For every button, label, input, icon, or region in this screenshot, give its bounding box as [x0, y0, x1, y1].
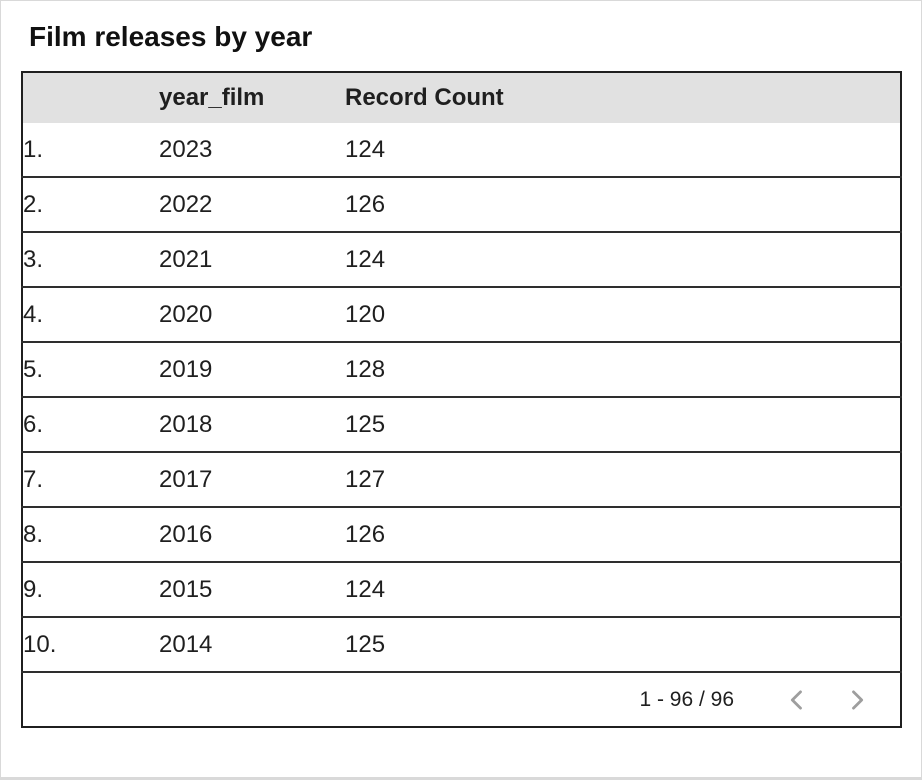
table-row: 6. 2018 125 — [22, 396, 901, 453]
header-row: year_film Record Count — [22, 72, 901, 124]
record-count-cell: 126 — [345, 176, 901, 233]
record-count-cell: 125 — [345, 396, 901, 453]
row-index-cell: 10. — [22, 616, 159, 673]
record-count-cell: 127 — [345, 451, 901, 508]
row-index-cell: 1. — [23, 135, 44, 163]
record-count-cell: 120 — [345, 286, 901, 343]
pagination-row: 1 - 96 / 96 — [22, 671, 901, 728]
table-row: 7. 2017 127 — [22, 451, 901, 508]
record-count-cell: 126 — [345, 506, 901, 563]
year-film-cell: 2023 — [159, 135, 213, 163]
year-film-cell: 2021 — [159, 231, 345, 288]
record-count-cell: 124 — [345, 135, 386, 163]
table-row: 2. 2022 126 — [22, 176, 901, 233]
year-film-cell: 2016 — [159, 506, 345, 563]
page-range-label: 1 - 96 / 96 — [639, 687, 734, 711]
column-header-record-count[interactable]: Record Count — [345, 72, 901, 124]
chevron-left-icon — [783, 686, 811, 714]
record-count-cell: 124 — [345, 561, 901, 618]
row-index-cell: 3. — [22, 231, 159, 288]
next-page-button[interactable] — [836, 679, 878, 721]
table-footer: 1 - 96 / 96 — [22, 671, 901, 728]
row-index-cell: 5. — [22, 341, 159, 398]
data-table: year_film Record Count 1. 2023 124 2. 20… — [21, 71, 902, 729]
table-row: 4. 2020 120 — [22, 286, 901, 343]
record-count-cell: 128 — [345, 341, 901, 398]
year-film-cell: 2020 — [159, 286, 345, 343]
column-header-row-number[interactable] — [22, 72, 159, 124]
year-film-cell: 2018 — [159, 396, 345, 453]
row-index-cell: 2. — [22, 176, 159, 233]
previous-page-button[interactable] — [776, 679, 818, 721]
year-film-cell: 2022 — [159, 176, 345, 233]
row-index-cell: 8. — [22, 506, 159, 563]
year-film-cell: 2019 — [159, 341, 345, 398]
table-row: 9. 2015 124 — [22, 561, 901, 618]
table-row: 5. 2019 128 — [22, 341, 901, 398]
row-index-cell: 4. — [22, 286, 159, 343]
year-film-cell: 2015 — [159, 561, 345, 618]
pagination-bar: 1 - 96 / 96 — [23, 679, 900, 721]
table-header: year_film Record Count — [22, 72, 901, 124]
table-row: 8. 2016 126 — [22, 506, 901, 563]
table-row: 10. 2014 125 — [22, 616, 901, 673]
record-count-cell: 124 — [345, 231, 901, 288]
year-film-cell: 2014 — [159, 616, 345, 673]
row-index-cell: 6. — [22, 396, 159, 453]
table-row: 3. 2021 124 — [22, 231, 901, 288]
table-body: 1. 2023 124 2. 2022 126 3. 2021 124 4. 2… — [22, 123, 901, 673]
row-index-cell: 7. — [22, 451, 159, 508]
record-count-cell: 125 — [345, 616, 901, 673]
row-index-cell: 9. — [22, 561, 159, 618]
column-header-year-film[interactable]: year_film — [159, 72, 345, 124]
table-row: 1. 2023 124 — [22, 123, 901, 177]
year-film-cell: 2017 — [159, 451, 345, 508]
chevron-right-icon — [843, 686, 871, 714]
page-title: Film releases by year — [29, 21, 313, 52]
